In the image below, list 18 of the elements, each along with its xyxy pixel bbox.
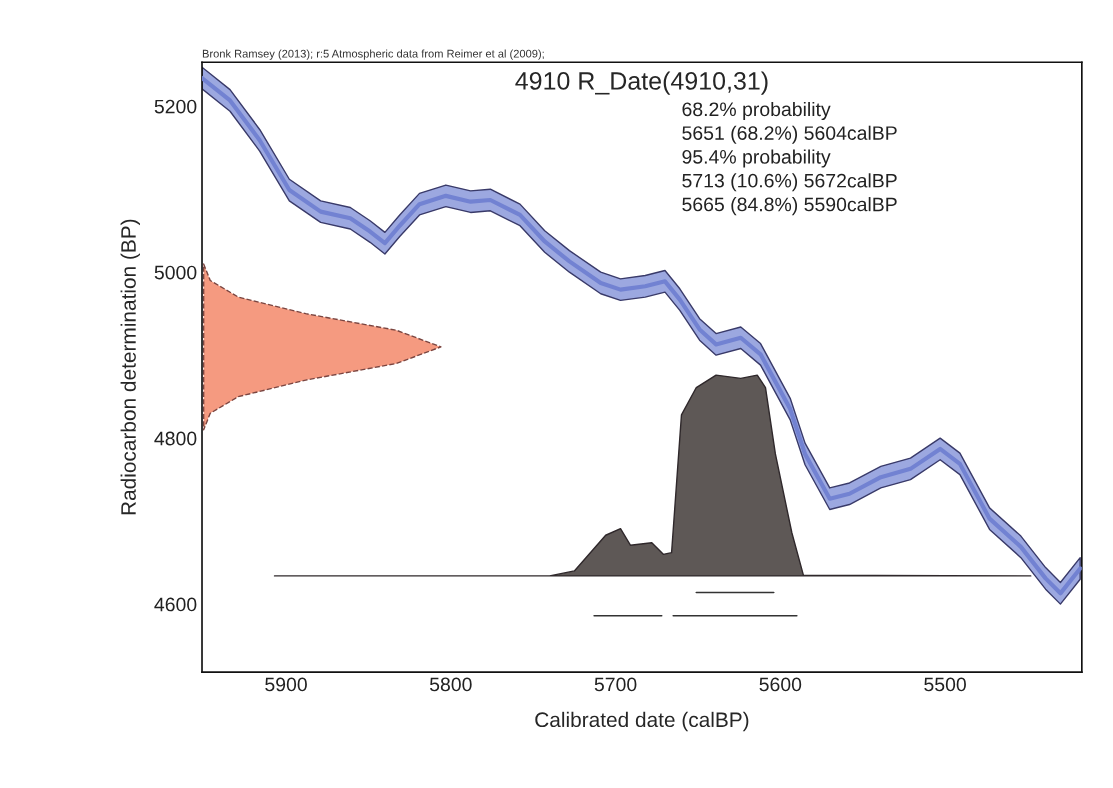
x-tick-label: 5700 — [594, 677, 637, 692]
annotation: 95.4% probability — [682, 149, 831, 168]
chart-subtitle: Bronk Ramsey (2013); r:5 Atmospheric data from Reimer et al (2009); — [202, 49, 544, 60]
x-tick-label: 5800 — [429, 677, 472, 692]
y-tick-label: 4800 — [154, 431, 197, 446]
x-tick-label: 5600 — [759, 677, 802, 692]
annotation: 5651 (68.2%) 5604calBP — [682, 125, 897, 144]
x-axis-title: Calibrated date (calBP) — [535, 711, 749, 732]
annotation: 68.2% probability — [682, 101, 831, 121]
y-tick-label: 5000 — [154, 265, 197, 280]
y-tick-label: 4600 — [154, 597, 197, 612]
annotation: 5665 (84.8%) 5590calBP — [682, 197, 897, 216]
y-axis-title: Radiocarbon determination (BP) — [120, 219, 140, 515]
x-tick-label: 5500 — [924, 677, 966, 692]
chart-title: 4910 R_Date(4910,31) — [515, 71, 768, 95]
x-tick-label: 5900 — [265, 677, 307, 692]
y-tick-label: 5200 — [154, 99, 197, 114]
annotation: 5713 (10.6%) 5672calBP — [682, 173, 897, 192]
